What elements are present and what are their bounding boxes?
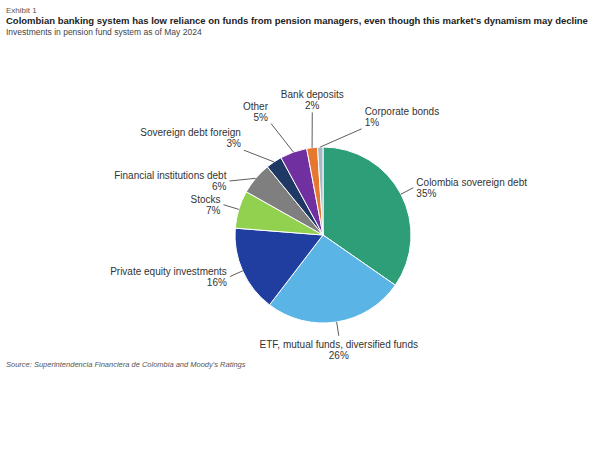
svg-text:Bank deposits2%: Bank deposits2%: [281, 89, 344, 111]
html-text:Colombian banking system has l: Colombian banking system has low relianc…: [6, 15, 588, 26]
svg-text:Sovereign debt foreign3%: Sovereign debt foreign3%: [140, 127, 241, 149]
svg-text:Stocks7%: Stocks7%: [190, 194, 220, 216]
svg-text:Private equity investments16%: Private equity investments16%: [110, 266, 227, 288]
html-text:Exhibit 1: Exhibit 1: [6, 6, 37, 15]
svg-text:Colombia sovereign debt35%: Colombia sovereign debt35%: [416, 177, 527, 199]
html-text:Investments in pension fund sy: Investments in pension fund system as of…: [6, 27, 202, 37]
svg-text:ETF, mutual funds, diversified: ETF, mutual funds, diversified funds26%: [260, 339, 418, 360]
svg-text:Financial institutions debt6%: Financial institutions debt6%: [114, 170, 227, 192]
svg-text:Corporate bonds1%: Corporate bonds1%: [365, 106, 440, 128]
svg-text:Other5%: Other5%: [243, 101, 269, 123]
html-text:Source: Superintendencia Finan: Source: Superintendencia Financiera de C…: [6, 360, 246, 369]
